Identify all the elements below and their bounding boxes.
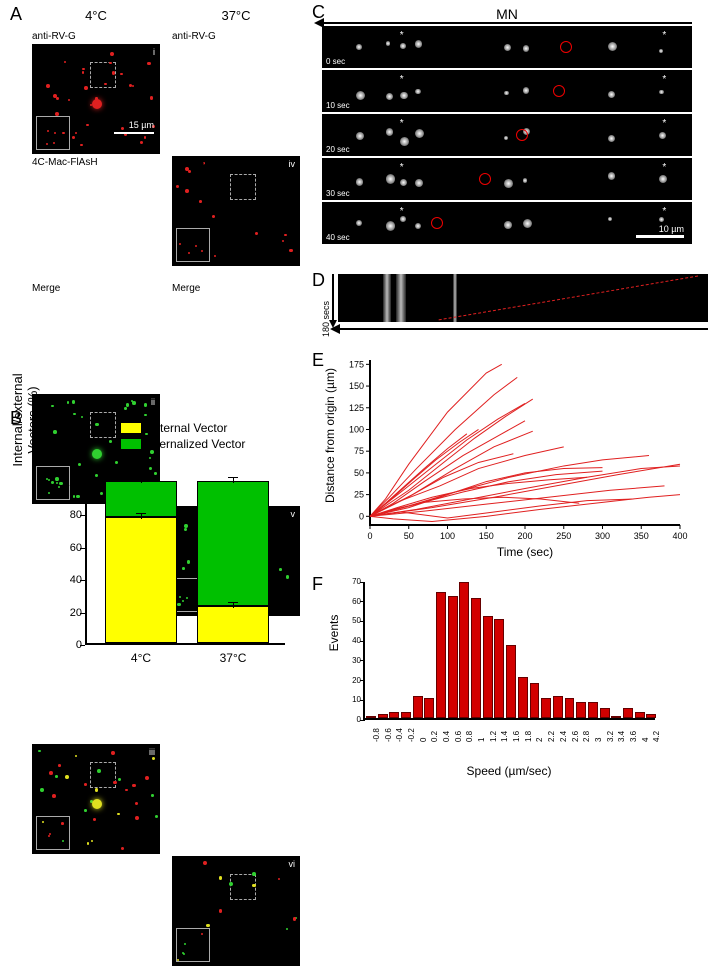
f-bar	[424, 698, 434, 718]
panel-d: 180 secs	[312, 274, 710, 322]
row-label: Merge	[172, 283, 200, 294]
c-frame: 30 sec**	[322, 158, 692, 200]
f-bar	[576, 702, 586, 718]
b-axes: 4°C37°C	[85, 475, 285, 645]
f-bar	[366, 716, 376, 718]
e-xlabel: Time (sec)	[370, 545, 680, 559]
row-label: 4C-Mac-FlAsH	[172, 157, 238, 168]
c-frame: 10 sec**	[322, 70, 692, 112]
f-axes: 010203040506070-0.8-0.6-0.4-0.200.20.40.…	[363, 582, 655, 720]
b-ytick: 40	[52, 574, 82, 586]
kymograph	[338, 274, 708, 322]
b-ytick: 20	[52, 607, 82, 619]
f-bar	[646, 714, 656, 718]
f-bar	[448, 596, 458, 718]
f-bar	[506, 645, 516, 718]
legend-internal: Internalized Vector	[120, 437, 245, 451]
svg-text:400: 400	[672, 531, 687, 541]
f-ylabel: Events	[327, 568, 341, 698]
f-bar	[565, 698, 575, 718]
micro-col-37c: 37°C	[172, 8, 300, 25]
legend-swatch-green	[120, 438, 142, 450]
mn-label: MN	[312, 6, 702, 22]
svg-text:100: 100	[349, 424, 364, 434]
svg-text:0: 0	[359, 511, 364, 521]
f-bar	[471, 598, 481, 718]
panel-a-label: A	[10, 4, 22, 25]
f-bar	[413, 696, 423, 718]
f-bar	[436, 592, 446, 718]
e-axes: 0501001502002503003504000255075100125150…	[370, 360, 680, 525]
legend-external: External Vector	[120, 421, 227, 435]
col-header-4c: 4°C	[32, 8, 160, 23]
f-bar	[588, 702, 598, 718]
svg-text:25: 25	[354, 490, 364, 500]
row-label: anti-RV-G	[32, 31, 76, 42]
b-bar	[197, 481, 269, 643]
svg-text:150: 150	[349, 381, 364, 391]
col-header-37c: 37°C	[172, 8, 300, 23]
svg-text:100: 100	[440, 531, 455, 541]
svg-text:200: 200	[517, 531, 532, 541]
f-bar	[459, 582, 469, 718]
f-bar	[494, 619, 504, 718]
f-xlabel: Speed (µm/sec)	[363, 764, 655, 778]
b-ytick: 100	[52, 477, 82, 489]
f-bar	[378, 714, 388, 718]
chart-b: External Vector Internalized Vector Inte…	[10, 415, 310, 695]
e-traces-svg: 0501001502002503003504000255075100125150…	[370, 360, 680, 525]
f-bar	[553, 696, 563, 718]
b-ylabel: Internal/external Vectors (%)	[10, 335, 40, 505]
svg-text:50: 50	[404, 531, 414, 541]
f-bar	[611, 716, 621, 718]
svg-text:300: 300	[595, 531, 610, 541]
b-xtick: 37°C	[197, 651, 269, 665]
f-bar	[635, 712, 645, 718]
e-ylabel: Distance from origin (µm)	[323, 353, 337, 518]
panel-f: Events 010203040506070-0.8-0.6-0.4-0.200…	[315, 578, 695, 793]
svg-text:150: 150	[479, 531, 494, 541]
svg-text:50: 50	[354, 468, 364, 478]
f-bar	[600, 708, 610, 718]
micro-panel: iii	[32, 744, 160, 854]
f-bar	[530, 683, 540, 718]
b-ytick: 80	[52, 509, 82, 521]
svg-text:250: 250	[556, 531, 571, 541]
d-time-arrow	[332, 274, 334, 322]
mn-arrow	[322, 22, 692, 24]
f-bar	[623, 708, 633, 718]
legend-text-internal: Internalized Vector	[146, 437, 245, 451]
micro-panel: iv	[172, 156, 300, 266]
svg-text:75: 75	[354, 446, 364, 456]
f-bar	[389, 712, 399, 718]
row-label: anti-RV-G	[172, 31, 216, 42]
b-bar	[105, 481, 177, 643]
b-ytick: 0	[52, 639, 82, 651]
svg-text:350: 350	[634, 531, 649, 541]
row-label: 4C-Mac-FlAsH	[32, 157, 98, 168]
f-bar	[401, 712, 411, 718]
svg-text:175: 175	[349, 359, 364, 369]
micro-panel: vi	[172, 856, 300, 966]
panel-c: MN 0 sec**10 sec**20 sec**30 sec**40 sec…	[312, 6, 702, 244]
c-frame: 20 sec**	[322, 114, 692, 156]
b-xtick: 4°C	[105, 651, 177, 665]
legend-text-external: External Vector	[146, 421, 227, 435]
micro-panel: i15 µm	[32, 44, 160, 154]
svg-text:0: 0	[367, 531, 372, 541]
c-frame: 0 sec**	[322, 26, 692, 68]
svg-text:125: 125	[349, 403, 364, 413]
d-direction-arrow	[338, 328, 708, 330]
row-label: Merge	[32, 283, 60, 294]
f-bar	[541, 698, 551, 718]
b-ytick: 60	[52, 542, 82, 554]
f-bar	[518, 677, 528, 718]
legend-swatch-yellow	[120, 422, 142, 434]
micro-col-4c: 4°C	[32, 8, 160, 25]
c-frame: 40 sec**10 µm	[322, 202, 692, 244]
panel-e: Distance from origin (µm) 05010015020025…	[315, 350, 695, 570]
f-bar	[483, 616, 493, 719]
